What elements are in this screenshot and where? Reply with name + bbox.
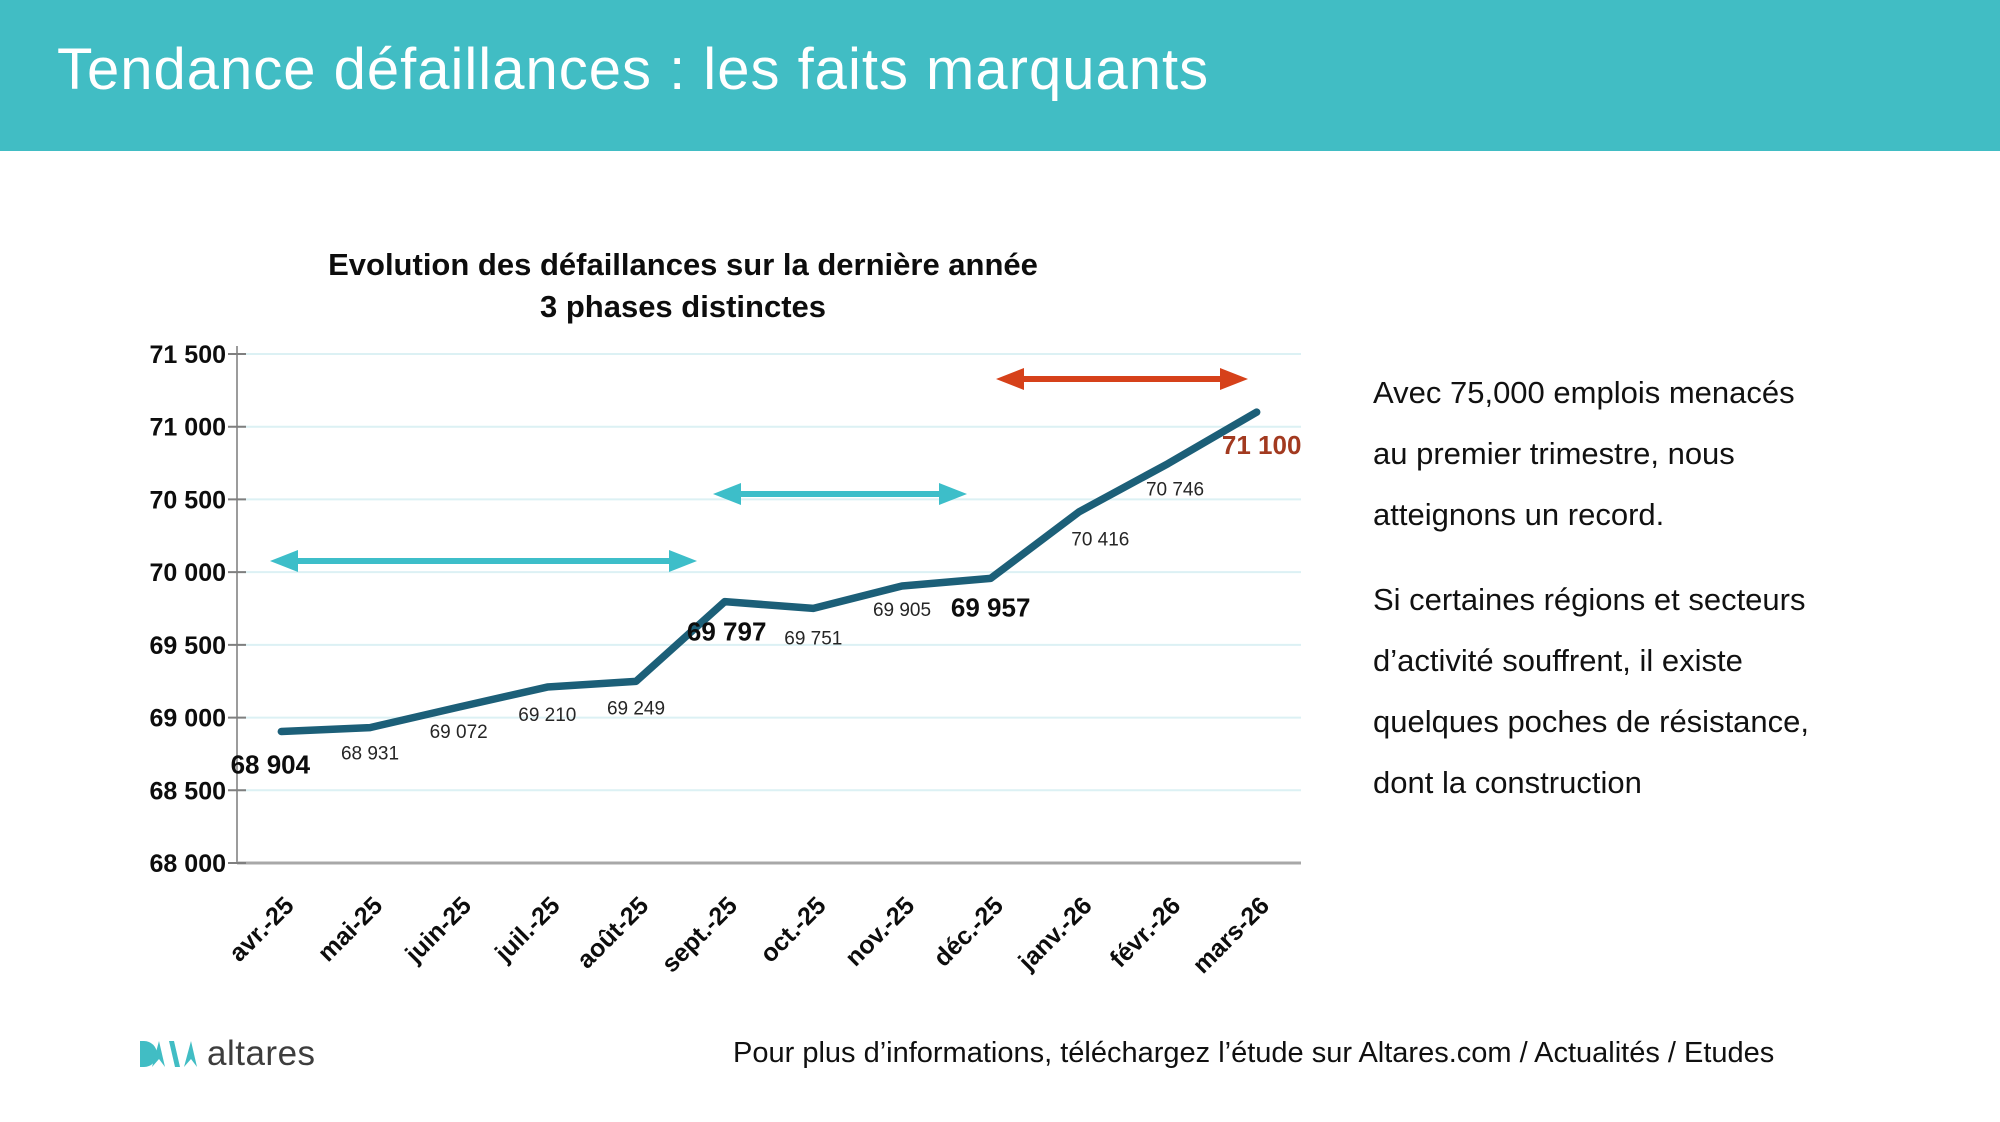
data-point-label: 69 905	[873, 600, 931, 621]
x-tick-label: déc.-25	[928, 891, 1009, 972]
footer-note: Pour plus d’informations, téléchargez l’…	[733, 1037, 1775, 1069]
x-tick-label: févr.-26	[1105, 891, 1187, 973]
phase-2-arrow-right-head	[939, 483, 967, 505]
y-tick-label: 70 500	[150, 486, 226, 514]
x-tick-label: nov.-25	[840, 891, 920, 971]
altares-logo: altares	[138, 1032, 316, 1076]
data-point-label: 69 072	[430, 722, 488, 743]
data-point-label: 69 249	[607, 698, 665, 719]
altares-logo-icon	[140, 1041, 197, 1067]
x-tick-label: sept.-25	[656, 891, 743, 978]
x-tick-label: janv.-26	[1013, 891, 1098, 976]
data-point-label: 71 100	[1222, 430, 1302, 460]
data-point-label: 68 904	[231, 750, 311, 780]
y-tick-label: 68 000	[150, 850, 226, 878]
data-point-label: 69 751	[784, 628, 842, 649]
phase-2-arrow-left-head	[713, 483, 741, 505]
phase-1-arrow-right-head	[669, 550, 697, 572]
chart-title-line-1: Evolution des défaillances sur la derniè…	[328, 247, 1038, 282]
y-tick-label: 69 000	[150, 705, 226, 733]
data-point-label: 69 797	[687, 617, 767, 647]
y-tick-label: 68 500	[150, 777, 226, 805]
phase-3-arrow-right-head	[1220, 368, 1248, 390]
page-title: Tendance défaillances : les faits marqua…	[57, 37, 1210, 102]
x-tick-label: oct.-25	[755, 891, 832, 968]
x-tick-label: avr.-25	[224, 891, 300, 967]
altares-logo-text: altares	[207, 1034, 316, 1073]
phase-1-arrow-left-head	[270, 550, 298, 572]
data-point-label: 69 210	[518, 705, 576, 726]
commentary-text: Avec 75,000 emplois menacés au premier t…	[1373, 362, 1918, 837]
x-tick-label: juil.-25	[489, 891, 566, 968]
data-point-label: 70 746	[1146, 480, 1204, 501]
y-tick-label: 71 000	[150, 414, 226, 442]
y-tick-label: 69 500	[150, 632, 226, 660]
commentary-paragraph-2: Si certaines régions et secteurs d’activ…	[1373, 582, 1810, 800]
chart-title: Evolution des défaillances sur la derniè…	[283, 244, 1083, 328]
x-tick-label: juin-25	[399, 891, 477, 969]
y-tick-label: 70 000	[150, 559, 226, 587]
phase-3-arrow-left-head	[996, 368, 1024, 390]
commentary-paragraph-1: Avec 75,000 emplois menacés au premier t…	[1373, 375, 1795, 532]
chart-title-line-2: 3 phases distinctes	[539, 289, 826, 324]
x-tick-label: mai-25	[312, 891, 388, 967]
data-point-label: 69 957	[951, 592, 1031, 622]
data-line	[277, 408, 1261, 736]
header-bar: Tendance défaillances : les faits marqua…	[0, 0, 2000, 151]
y-tick-label: 71 500	[150, 341, 226, 369]
x-tick-label: mars-26	[1187, 891, 1275, 979]
data-point-label: 70 416	[1071, 530, 1129, 551]
x-tick-label: août-25	[572, 891, 655, 974]
data-point-label: 68 931	[341, 744, 399, 765]
